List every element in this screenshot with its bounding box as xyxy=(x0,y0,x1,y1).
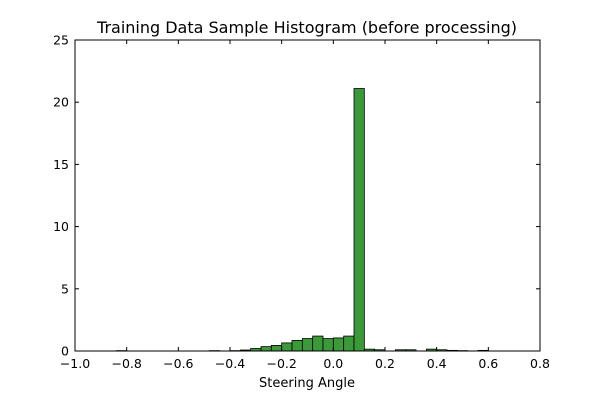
bars-group xyxy=(115,88,489,352)
x-tick-label-2: −0.6 xyxy=(163,356,193,371)
x-tick-label-0: −1.0 xyxy=(60,356,90,371)
x-tick-label-9: 0.8 xyxy=(530,356,550,371)
x-axis-label: Steering Angle xyxy=(259,376,355,391)
y-tick-label-2: 10 xyxy=(53,219,69,234)
histogram-bar-12 xyxy=(332,337,345,352)
histogram-bar-8 xyxy=(291,340,303,352)
x-tick-label-7: 0.4 xyxy=(427,356,447,371)
histogram-bar-11 xyxy=(322,338,334,352)
x-axis-ticks: −1.0 −0.8 −0.6 −0.4 −0.2 0.0 0.2 0.4 0.6 0.8 xyxy=(60,40,550,371)
y-axis-ticks: 0 5 10 15 20 25 xyxy=(53,33,540,359)
y-tick-label-0: 0 xyxy=(61,344,69,359)
y-tick-label-3: 15 xyxy=(53,157,69,172)
x-tick-label-8: 0.6 xyxy=(478,356,498,371)
x-tick-label-1: −0.8 xyxy=(111,356,141,371)
x-tick-label-6: 0.2 xyxy=(375,356,395,371)
y-tick-label-1: 5 xyxy=(61,281,69,296)
chart-title: Training Data Sample Histogram (before p… xyxy=(96,18,517,37)
histogram-bar-10 xyxy=(312,335,324,352)
histogram-bar-5 xyxy=(260,346,272,352)
histogram-bar-9 xyxy=(301,338,314,352)
histogram-bar-6 xyxy=(270,345,283,352)
plot-frame xyxy=(74,39,541,352)
histogram-bar-14 xyxy=(353,88,365,352)
histogram-bar-13 xyxy=(343,335,355,352)
x-tick-label-4: −0.2 xyxy=(266,356,296,371)
y-tick-label-5: 25 xyxy=(53,33,69,48)
histogram-bar-7 xyxy=(281,342,293,352)
y-tick-label-4: 20 xyxy=(53,95,69,110)
x-tick-label-5: 0.0 xyxy=(323,356,343,371)
x-tick-label-3: −0.4 xyxy=(215,356,245,371)
